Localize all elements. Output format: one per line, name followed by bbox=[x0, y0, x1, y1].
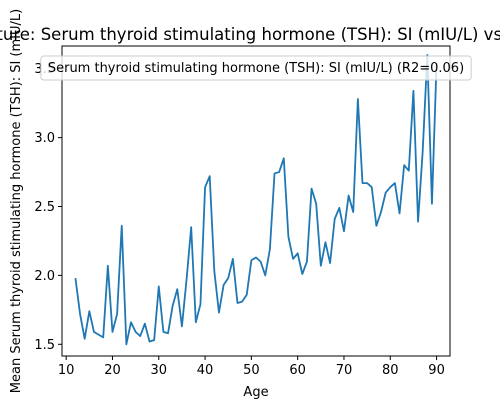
legend-entry-label: Serum thyroid stimulating hormone (TSH):… bbox=[48, 61, 464, 76]
chart-title: Feature: Serum thyroid stimulating hormo… bbox=[0, 25, 500, 44]
series-line-0 bbox=[74, 54, 438, 346]
axes-frame bbox=[61, 45, 451, 357]
x-tick-label: 40 bbox=[197, 363, 214, 378]
x-tick-label: 70 bbox=[336, 363, 353, 378]
x-tick-label: 10 bbox=[58, 363, 75, 378]
legend: Serum thyroid stimulating hormone (TSH):… bbox=[40, 55, 472, 81]
x-tick-label: 50 bbox=[243, 363, 260, 378]
x-tick-label: 60 bbox=[289, 363, 306, 378]
y-tick-label: 2.5 bbox=[34, 200, 55, 215]
legend-box bbox=[40, 55, 472, 81]
x-tick-label: 80 bbox=[382, 363, 399, 378]
x-tick-label: 90 bbox=[428, 363, 445, 378]
x-tick-label: 30 bbox=[150, 363, 167, 378]
y-tick-label: 1.5 bbox=[34, 338, 55, 353]
plot-layer bbox=[74, 54, 438, 346]
x-axis-label: Age bbox=[243, 385, 268, 400]
x-tick-label: 20 bbox=[104, 363, 121, 378]
y-axis-label: Mean Serum thyroid stimulating hormone (… bbox=[9, 9, 24, 393]
y-tick-label: 2.0 bbox=[34, 269, 55, 284]
y-tick-label: 3.0 bbox=[34, 131, 55, 146]
